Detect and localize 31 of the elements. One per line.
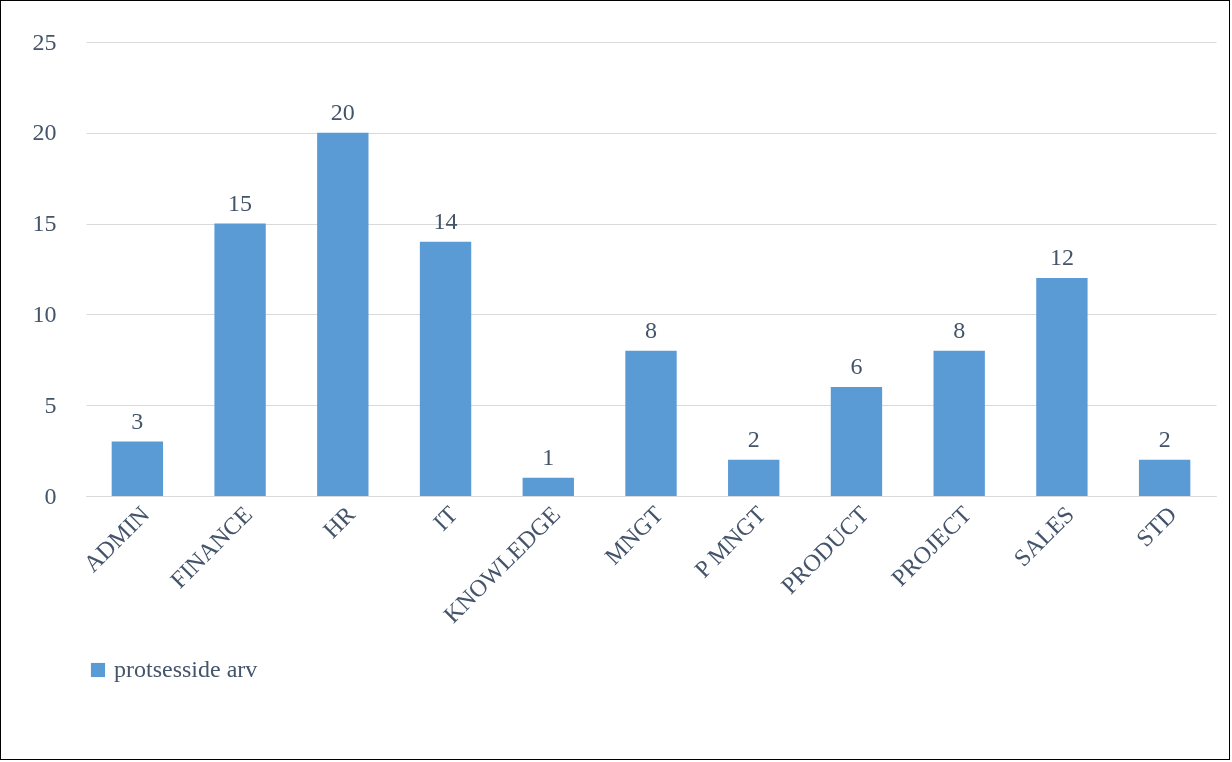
bar (111, 441, 164, 496)
bar (522, 477, 574, 496)
bar (1138, 459, 1191, 496)
data-label: 1 (542, 443, 555, 470)
bar (419, 241, 472, 496)
bar (933, 350, 985, 496)
bar (830, 387, 883, 496)
bar (728, 459, 780, 496)
bar (214, 223, 266, 496)
data-label: 12 (1049, 244, 1074, 271)
data-label: 15 (228, 189, 253, 216)
bar (317, 132, 369, 496)
y-tick-label: 10 (32, 300, 57, 327)
y-tick-label: 5 (44, 391, 57, 418)
y-tick-label: 25 (32, 28, 57, 55)
x-tick-label: STD (1131, 501, 1182, 552)
bar (625, 350, 677, 496)
x-tick-label: HR (317, 501, 360, 544)
data-label: 2 (747, 425, 760, 452)
legend-label: protsesside arv (114, 656, 258, 682)
y-tick-label: 0 (44, 482, 57, 509)
data-label: 6 (850, 353, 863, 380)
data-label: 14 (433, 207, 458, 234)
bar (1036, 278, 1088, 496)
y-tick-label: 20 (32, 119, 57, 146)
data-label: 8 (953, 316, 966, 343)
data-label: 3 (131, 407, 144, 434)
data-label: 20 (330, 98, 355, 125)
data-label: 8 (645, 316, 657, 343)
data-label: 2 (1158, 425, 1171, 452)
y-tick-label: 15 (32, 210, 57, 237)
